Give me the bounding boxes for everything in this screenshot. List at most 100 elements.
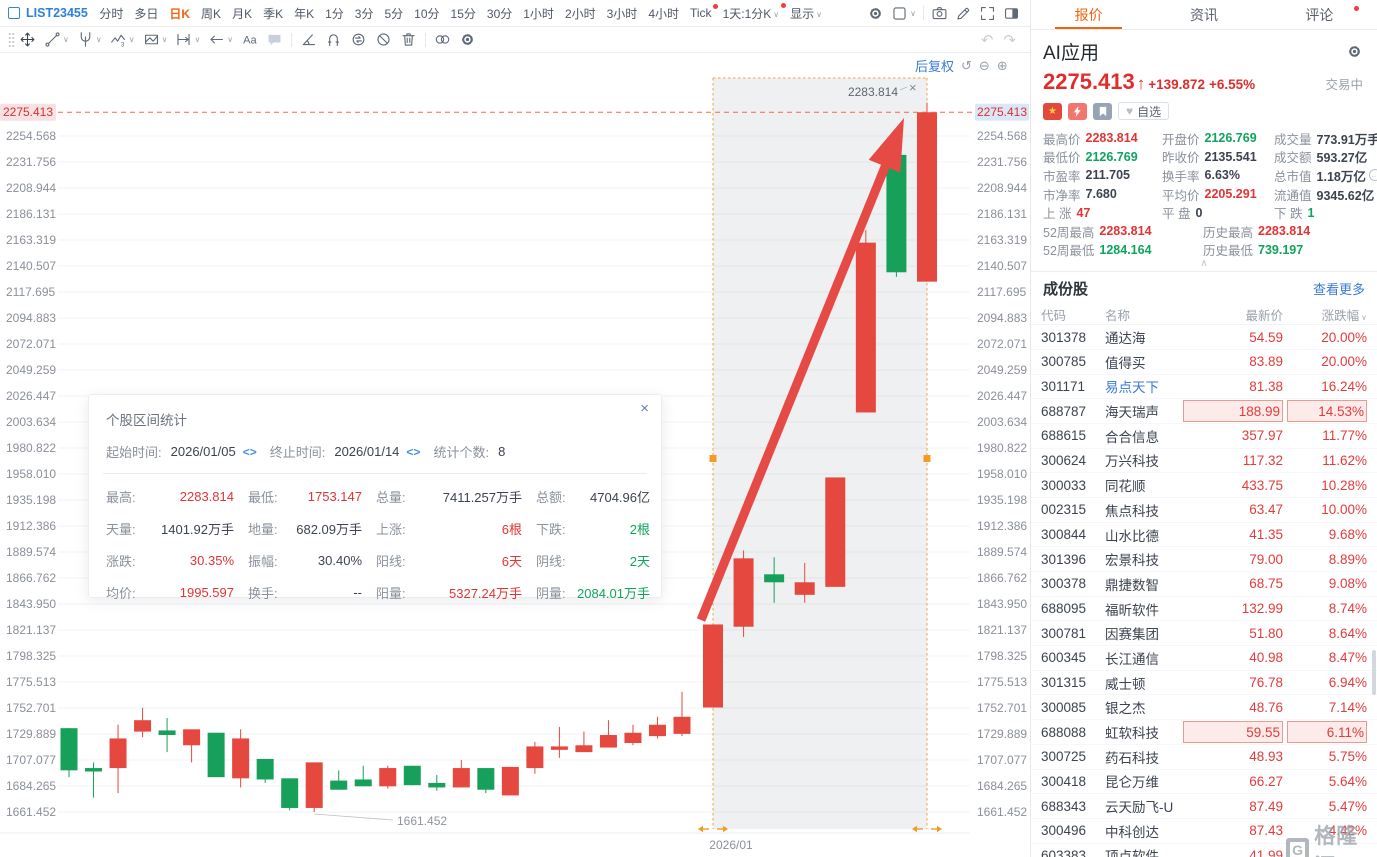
date-stepper-icon[interactable]: <> [406, 444, 421, 459]
constituent-row[interactable]: 688787 海天瑞声 188.99 14.53% [1031, 399, 1377, 424]
timeframe-3小时[interactable]: 3小时 [606, 6, 638, 21]
constituent-row[interactable]: 300785 值得买 83.89 20.00% [1031, 350, 1377, 375]
settings-tool-icon[interactable] [459, 31, 476, 48]
pattern-tool-icon[interactable]: ∨ [143, 31, 167, 48]
redo-icon[interactable]: ↷ [1003, 31, 1016, 49]
timeframe-4小时[interactable]: 4小时 [648, 6, 679, 21]
ban-tool-icon[interactable] [375, 31, 392, 48]
panel-scrollbar[interactable] [1372, 650, 1376, 695]
timeframe-季K[interactable]: 季K [263, 6, 284, 21]
undo-icon[interactable]: ↶ [980, 31, 994, 49]
text-tool-icon[interactable]: Aa [241, 31, 258, 48]
timeframe-30分[interactable]: 30分 [486, 6, 513, 21]
timeframe-年K[interactable]: 年K [294, 6, 315, 21]
col-price[interactable]: 最新价 [1245, 309, 1283, 324]
constituent-row[interactable]: 300378 鼎捷数智 68.75 9.08% [1031, 572, 1377, 597]
timeframe-分时[interactable]: 分时 [99, 6, 124, 21]
magnet-tool-icon[interactable] [325, 31, 342, 48]
adjust-mode-button[interactable]: 后复权 [915, 59, 955, 74]
date-stepper-icon[interactable]: <> [242, 444, 257, 459]
constituent-row[interactable]: 300725 药石科技 48.93 5.75% [1031, 745, 1377, 770]
popup-field-value[interactable]: 8 [498, 444, 506, 459]
timeframe-周K[interactable]: 周K [201, 6, 222, 21]
fullscreen-icon[interactable] [979, 5, 996, 22]
trendline-tool-icon[interactable]: ∨ [44, 31, 69, 48]
timeframe-Tick[interactable]: Tick [685, 4, 719, 22]
constituent-row[interactable]: 688615 合合信息 357.97 11.77% [1031, 424, 1377, 449]
measure-tool-icon[interactable]: ∨ [175, 31, 200, 48]
wave-tool-icon[interactable]: 3 ∨ [110, 31, 135, 48]
constituent-row[interactable]: 300085 银之杰 48.76 7.14% [1031, 695, 1377, 721]
layout-icon[interactable]: ∨ [891, 5, 916, 22]
constituent-row[interactable]: 301315 威士顿 76.78 6.94% [1031, 671, 1377, 696]
timeframe-显示[interactable]: 显示 ∨ [790, 6, 822, 21]
timeframe-5分[interactable]: 5分 [384, 6, 404, 21]
angle-tool-icon[interactable] [300, 31, 317, 48]
timeframe-日K[interactable]: 日K [169, 6, 191, 21]
symbol-checkbox-icon[interactable] [8, 7, 20, 19]
drag-handle-icon[interactable] [8, 31, 15, 48]
zoom-out-icon[interactable]: ⊖ [978, 57, 990, 73]
constituent-row[interactable]: 300496 中科创达 87.43 4.42% [1031, 819, 1377, 844]
constituent-row[interactable]: 301396 宏景科技 79.00 8.89% [1031, 547, 1377, 573]
constituent-row[interactable]: 300844 山水比德 41.35 9.68% [1031, 523, 1377, 548]
region-drag-arrow-head[interactable] [698, 825, 703, 833]
timeframe-多日[interactable]: 多日 [134, 6, 159, 21]
more-info-icon[interactable]: … [1368, 169, 1377, 182]
cycle-tool-icon[interactable] [350, 31, 367, 48]
col-name[interactable]: 名称 [1105, 309, 1131, 324]
constituent-row[interactable]: 300781 因赛集团 51.80 8.64% [1031, 621, 1377, 647]
annotation-close-icon[interactable]: × [909, 80, 917, 95]
panel-settings-icon[interactable] [1346, 43, 1363, 60]
popup-field-value[interactable]: 2026/01/05 [170, 444, 236, 459]
constituent-row[interactable]: 300418 昆仑万维 66.27 5.64% [1031, 770, 1377, 795]
drawn-arrow-shaft[interactable] [696, 160, 892, 622]
timeframe-1天:1分K[interactable]: 1天:1分K ∨ [717, 2, 786, 24]
timeframe-1分[interactable]: 1分 [325, 6, 344, 21]
camera-icon[interactable] [931, 5, 948, 22]
constituent-row[interactable]: 300624 万兴科技 117.32 11.62% [1031, 449, 1377, 474]
region-drag-arrow-head[interactable] [911, 825, 917, 833]
candlestick-chart[interactable]: 2254.568 2254.568 2231.756 2231.756 2208.944… [0, 53, 1030, 857]
timeframe-3分[interactable]: 3分 [354, 6, 374, 21]
region-drag-arrow-head[interactable] [936, 825, 942, 833]
constituent-row[interactable]: 603383 顶点软件 41.99 [1031, 844, 1377, 857]
view-more-link[interactable]: 查看更多 [1312, 282, 1365, 298]
timeframe-15分[interactable]: 15分 [450, 6, 476, 21]
timeframe-1小时[interactable]: 1小时 [523, 6, 554, 21]
popup-field-value[interactable]: 2026/01/14 [334, 444, 400, 459]
arrow-left-tool-icon[interactable]: ∨ [208, 31, 233, 48]
selection-handle[interactable] [923, 455, 931, 462]
rings-tool-icon[interactable] [434, 31, 451, 48]
col-pct[interactable]: 涨跌幅 ∨ [1321, 309, 1367, 324]
constituent-row[interactable]: 688095 福昕软件 132.99 8.74% [1031, 597, 1377, 622]
pitchfork-tool-icon[interactable]: ∨ [77, 31, 102, 48]
panel-right-icon[interactable] [1003, 5, 1020, 22]
collapse-chevron-icon[interactable]: ∧ [1200, 258, 1208, 270]
constituent-row[interactable]: 002315 焦点科技 63.47 10.00% [1031, 498, 1377, 523]
symbol-label[interactable]: LIST23455 [26, 6, 88, 20]
constituent-row[interactable]: 600345 长江通信 40.98 8.47% [1031, 646, 1377, 671]
trash-tool-icon[interactable] [400, 31, 417, 48]
constituent-row[interactable]: 688088 虹软科技 59.55 6.11% [1031, 720, 1377, 745]
timeframe-2小时[interactable]: 2小时 [564, 6, 596, 21]
timeframe-月K[interactable]: 月K [232, 6, 253, 21]
reset-zoom-icon[interactable]: ↺ [961, 57, 972, 73]
constituent-row[interactable]: 301378 通达海 54.59 20.00% [1031, 325, 1377, 350]
popup-close-icon[interactable]: × [640, 400, 649, 417]
edit-icon[interactable] [955, 5, 972, 22]
constituent-row[interactable]: 688343 云天励飞-U 87.49 5.47% [1031, 794, 1377, 819]
constituent-row[interactable]: 300033 同花顺 433.75 10.28% [1031, 473, 1377, 498]
region-drag-arrow-head[interactable] [723, 825, 728, 833]
tab-news[interactable]: 资讯 [1189, 6, 1218, 23]
constituent-row[interactable]: 301171 易点天下 81.38 16.24% [1031, 375, 1377, 400]
drawn-arrow-head[interactable] [868, 118, 904, 173]
comment-tool-icon[interactable] [266, 31, 283, 48]
tab-quote[interactable]: 报价 [1031, 0, 1146, 29]
favorite-button[interactable]: ♥ 自选 [1118, 102, 1170, 120]
col-code[interactable]: 代码 [1041, 309, 1067, 324]
move-tool-icon[interactable] [19, 31, 36, 48]
selection-handle[interactable] [709, 455, 717, 462]
settings-icon[interactable] [867, 5, 884, 22]
timeframe-10分[interactable]: 10分 [414, 6, 440, 21]
